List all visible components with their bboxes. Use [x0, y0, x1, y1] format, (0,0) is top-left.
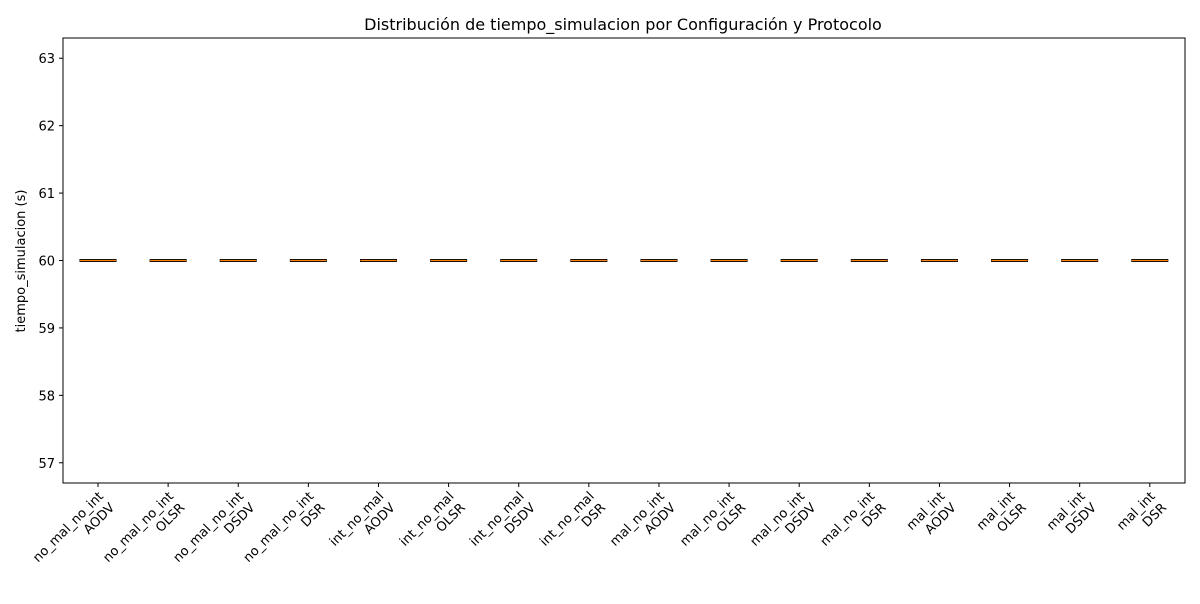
y-tick-label: 59 — [38, 322, 55, 337]
plot-frame — [62, 37, 1186, 484]
y-tick-label: 62 — [38, 120, 55, 135]
y-axis-label: tiempo_simulacion (s) — [14, 190, 29, 333]
plot-area: 57585960616263no_mal_no_intAODVno_mal_no… — [30, 52, 1170, 565]
y-tick-label: 63 — [38, 52, 55, 67]
y-tick-label: 57 — [38, 457, 55, 472]
y-tick-label: 58 — [38, 389, 55, 404]
y-tick-label: 60 — [38, 255, 55, 270]
y-tick-label: 61 — [38, 187, 55, 202]
chart-title: Distribución de tiempo_simulacion por Co… — [364, 15, 882, 35]
